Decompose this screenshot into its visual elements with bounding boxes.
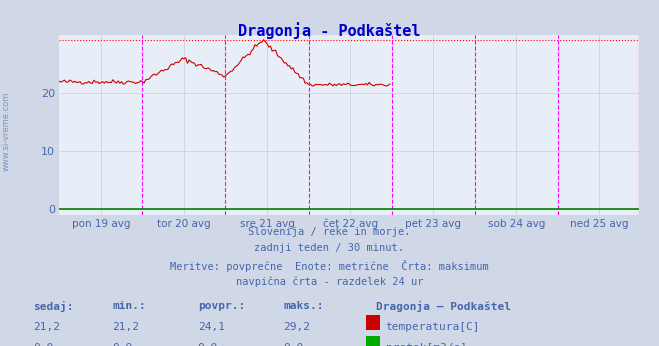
Text: Slovenija / reke in morje.: Slovenija / reke in morje.	[248, 227, 411, 237]
Text: 0,0: 0,0	[198, 343, 218, 346]
Text: 0,0: 0,0	[112, 343, 132, 346]
Text: navpična črta - razdelek 24 ur: navpična črta - razdelek 24 ur	[236, 276, 423, 287]
Text: 21,2: 21,2	[112, 322, 139, 332]
Text: Dragonja - Podkaštel: Dragonja - Podkaštel	[239, 22, 420, 39]
Text: 21,2: 21,2	[33, 322, 60, 332]
Text: sedaj:: sedaj:	[33, 301, 73, 312]
Text: 29,2: 29,2	[283, 322, 310, 332]
Text: maks.:: maks.:	[283, 301, 324, 311]
Text: www.si-vreme.com: www.si-vreme.com	[2, 92, 11, 171]
Text: temperatura[C]: temperatura[C]	[386, 322, 480, 332]
Text: zadnji teden / 30 minut.: zadnji teden / 30 minut.	[254, 243, 405, 253]
Text: 0,0: 0,0	[283, 343, 304, 346]
Text: povpr.:: povpr.:	[198, 301, 245, 311]
Text: pretok[m3/s]: pretok[m3/s]	[386, 343, 467, 346]
Text: Dragonja – Podkaštel: Dragonja – Podkaštel	[376, 301, 511, 312]
Text: 0,0: 0,0	[33, 343, 53, 346]
Text: Meritve: povprečne  Enote: metrične  Črta: maksimum: Meritve: povprečne Enote: metrične Črta:…	[170, 260, 489, 272]
Text: 24,1: 24,1	[198, 322, 225, 332]
Text: min.:: min.:	[112, 301, 146, 311]
